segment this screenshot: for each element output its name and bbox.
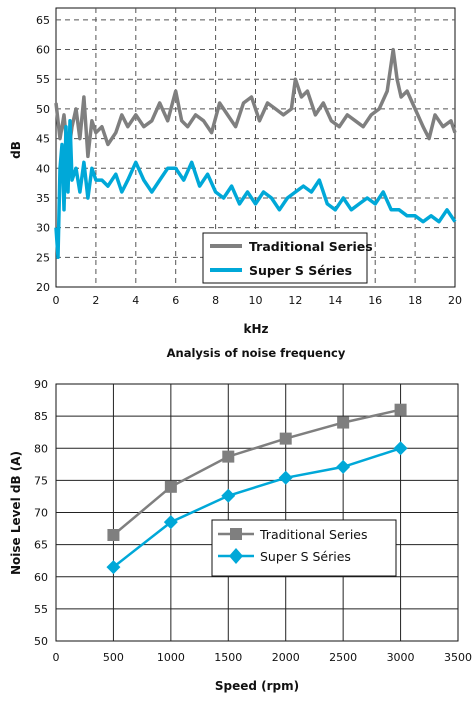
chart2-xtick-label: 2500 (329, 651, 357, 664)
chart1-ytick-label: 20 (36, 281, 50, 294)
chart2-xlabel: Speed (rpm) (215, 679, 299, 693)
chart1-legend-box (202, 232, 368, 284)
chart2-super-point (336, 459, 351, 474)
chart2-legend: Traditional Series Super S Séries (211, 519, 397, 577)
chart2-ytick-label: 55 (34, 603, 48, 616)
chart1-legend: Traditional Series Super S Séries (202, 232, 373, 284)
chart1-ytick-label: 55 (36, 73, 50, 86)
noise-speed-chart: 0 500 1000 1500 2000 2500 3000 3500 50 55 60 65 70 75… (9, 378, 472, 693)
chart1-ylabel: dB (9, 141, 23, 159)
chart1-xtick-label: 14 (328, 294, 342, 307)
chart2-traditional-line (112, 408, 401, 536)
chart1-xtick-label: 8 (212, 294, 219, 307)
chart2-ytick-label: 90 (34, 378, 48, 391)
chart2-traditional-point (394, 403, 407, 416)
chart1-ytick-label: 45 (36, 133, 50, 146)
chart1-xtick-label: 0 (53, 294, 60, 307)
chart1-xtick-label: 10 (249, 294, 263, 307)
chart2-ytick-label: 75 (34, 474, 48, 487)
chart1-xtick-label: 4 (132, 294, 139, 307)
chart2-xtick-label: 2000 (272, 651, 300, 664)
chart2-traditional-point (337, 416, 350, 429)
chart2-xtick-label: 3000 (387, 651, 415, 664)
chart2-ytick-label: 70 (34, 507, 48, 520)
chart2-grid (56, 384, 458, 641)
chart2-xtick-label: 1500 (214, 651, 242, 664)
chart1-xlabel: kHz (243, 322, 268, 336)
chart1-ytick-label: 50 (36, 103, 50, 116)
chart2-ytick-label: 80 (34, 442, 48, 455)
chart2-legend-super-label: Super S Séries (260, 549, 351, 564)
chart2-tick-labels: 0 500 1000 1500 2000 2500 3000 3500 50 55 60 65 70 75… (34, 378, 472, 664)
chart2-legend-traditional-label: Traditional Series (259, 527, 368, 542)
chart1-tick-labels: 0 2 4 6 8 10 12 14 16 18 20 20 25 30 35 40 45 50 55 60 65 (36, 14, 462, 307)
chart1-xtick-label: 20 (448, 294, 462, 307)
chart2-super-point (221, 488, 236, 503)
chart1-traditional-line (54, 47, 457, 159)
chart2-super-point (278, 470, 293, 485)
chart1-legend-traditional-label: Traditional Series (249, 239, 373, 254)
chart2-ytick-label: 50 (34, 635, 48, 648)
chart1-xtick-label: 2 (92, 294, 99, 307)
chart1-ytick-label: 35 (36, 192, 50, 205)
chart2-traditional-point (222, 450, 235, 463)
chart2-ylabel: Noise Level dB (A) (9, 451, 23, 575)
chart2-ytick-label: 65 (34, 539, 48, 552)
chart2-ytick-label: 85 (34, 410, 48, 423)
chart2-xtick-label: 0 (53, 651, 60, 664)
chart2-traditional-point (279, 432, 292, 445)
chart1-series (54, 47, 457, 260)
chart1-xtick-label: 18 (408, 294, 422, 307)
chart2-super-point (106, 560, 121, 575)
chart2-ytick-label: 60 (34, 571, 48, 584)
chart1-ytick-label: 65 (36, 14, 50, 27)
chart1-grid (56, 8, 455, 287)
chart2-super-point (163, 515, 178, 530)
chart1-ytick-label: 30 (36, 222, 50, 235)
chart1-xtick-label: 6 (172, 294, 179, 307)
chart1-ytick-label: 25 (36, 251, 50, 264)
chart2-super-line (112, 447, 401, 569)
chart2-traditional-point (107, 528, 120, 541)
noise-frequency-chart: 0 2 4 6 8 10 12 14 16 18 20 20 25 30 35 40 45 50 55 60 65 dB… (9, 7, 462, 360)
chart2-legend-super-marker (229, 548, 243, 564)
chart2-series (106, 403, 408, 575)
chart1-legend-super-label: Super S Séries (249, 263, 352, 278)
chart2-xtick-label: 500 (103, 651, 124, 664)
chart2-legend-box (211, 519, 397, 577)
chart2-xtick-label: 1000 (157, 651, 185, 664)
chart1-ytick-label: 60 (36, 44, 50, 57)
chart1-ytick-label: 40 (36, 162, 50, 175)
chart2-super-point (393, 441, 408, 456)
chart1-xtick-label: 12 (288, 294, 302, 307)
chart2-legend-traditional-marker (230, 528, 242, 540)
chart1-caption: Analysis of noise frequency (167, 346, 346, 360)
chart1-xtick-label: 16 (368, 294, 382, 307)
chart1-super-line (54, 119, 457, 260)
chart2-traditional-point (164, 480, 177, 493)
chart2-xtick-label: 3500 (444, 651, 472, 664)
